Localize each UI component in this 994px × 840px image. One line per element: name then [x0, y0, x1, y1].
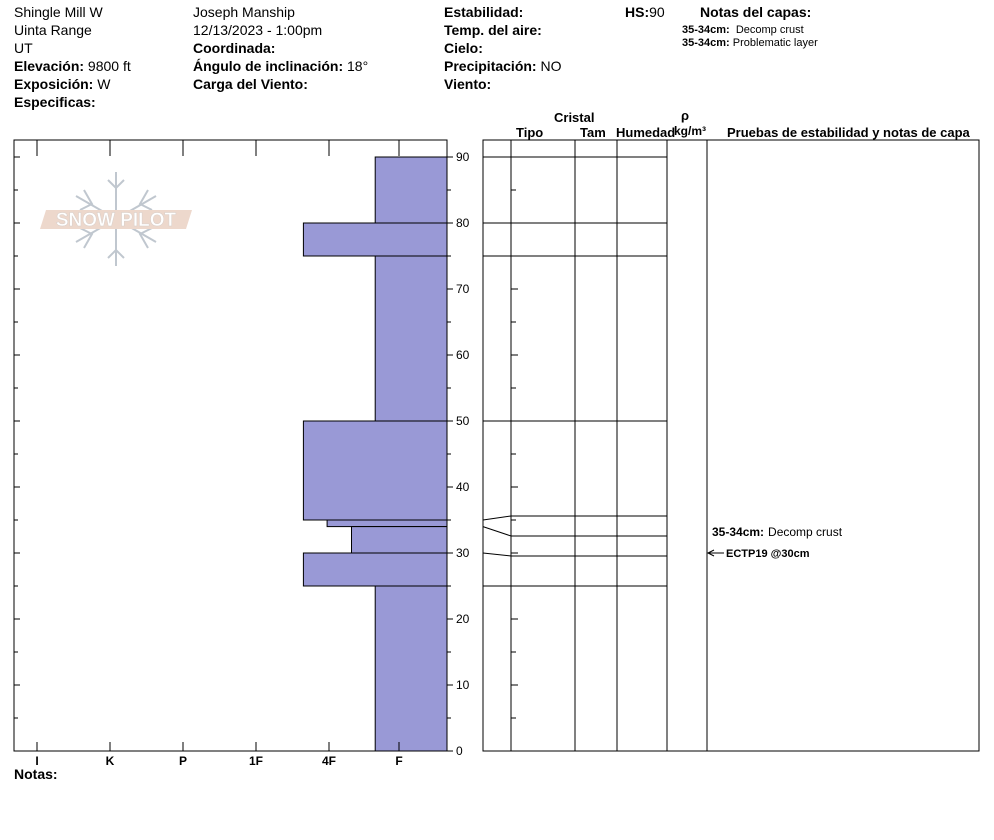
aspect-label: Exposición: — [14, 76, 94, 92]
wind-load-label: Carga del Viento: — [193, 76, 308, 92]
observation-datetime: 12/13/2023 - 1:00pm — [193, 22, 323, 38]
elevation-value: 9800 ft — [87, 58, 131, 74]
tests-column-label: Pruebas de estabilidad y notas de capa — [727, 125, 970, 140]
hs-value: 90 — [649, 4, 665, 20]
hardness-chart-ticks — [14, 140, 453, 752]
hardness-tick-label: P — [179, 754, 187, 768]
depth-tick-label: 10 — [456, 678, 470, 692]
specifics-label: Especificas: — [14, 94, 96, 110]
hardness-tick-labels: I K P 1F 4F F — [35, 754, 402, 768]
layer-note-1-text: Decomp crust — [735, 24, 804, 36]
slope-row: Ángulo de inclinación: 18° — [193, 57, 368, 75]
hardness-tick-label: F — [395, 754, 402, 768]
depth-tick-label: 40 — [456, 480, 470, 494]
precip-value: NO — [540, 58, 562, 74]
hardness-tick-label: K — [106, 754, 115, 768]
density-unit: kg/m³ — [674, 124, 707, 138]
test-result-arrow-icon — [706, 549, 715, 557]
depth-tick-label: 30 — [456, 546, 470, 560]
air-temp-label: Temp. del aire: — [444, 22, 542, 38]
test-result: ECTP19 @30cm — [726, 548, 810, 560]
hardness-bar — [374, 156, 448, 224]
slope-value: 18° — [347, 58, 369, 74]
hs-row: HS:90 — [625, 3, 665, 21]
hardness-bar — [302, 420, 448, 521]
layer-boundary-line — [482, 526, 667, 537]
depth-tick-label: 70 — [456, 282, 470, 296]
table-layer-note: 35-34cm: Decomp crust — [712, 525, 843, 539]
notes-label: Notas: — [14, 766, 58, 782]
crystal-label: Cristal — [554, 110, 595, 125]
hardness-bar — [302, 222, 448, 257]
table-depth-ticks — [511, 156, 518, 752]
range-name: Uinta Range — [14, 22, 92, 38]
layer-note-2-text: Problematic layer — [732, 37, 818, 49]
hardness-bar — [374, 255, 448, 422]
hardness-bar — [302, 552, 448, 587]
depth-tick-label: 90 — [456, 150, 470, 164]
observer-name: Joseph Manship — [193, 4, 295, 20]
layer-note-1: 35-34cm: Decomp crust — [682, 24, 804, 37]
hardness-chart-frame — [13, 139, 448, 752]
logo-banner — [40, 210, 192, 229]
hardness-tick-label: 4F — [322, 754, 336, 768]
layer-boundary-line — [482, 552, 667, 557]
aspect-value: W — [97, 76, 111, 92]
wind-label: Viento: — [444, 76, 492, 92]
moisture-column-label: Humedad — [616, 125, 676, 140]
layer-table-frame — [482, 139, 980, 752]
depth-tick-label: 80 — [456, 216, 470, 230]
precip-label: Precipitación: — [444, 58, 537, 74]
density-symbol: ρ — [681, 108, 690, 123]
depth-tick-label: 60 — [456, 348, 470, 362]
layer-note-1-depth: 35-34cm: — [682, 24, 730, 36]
sky-label: Cielo: — [444, 40, 483, 56]
hardness-bar — [351, 526, 448, 554]
hardness-tick-label: I — [35, 754, 38, 768]
depth-tick-label: 0 — [456, 744, 463, 758]
type-column-label: Tipo — [516, 125, 544, 140]
depth-tick-label: 20 — [456, 612, 470, 626]
depth-tick-label: 50 — [456, 414, 470, 428]
layer-boundary-lines — [482, 156, 667, 587]
layer-note-2: 35-34cm: Problematic layer — [682, 37, 818, 50]
layer-note-2-depth: 35-34cm: — [682, 37, 730, 49]
hardness-tick-label: 1F — [249, 754, 263, 768]
aspect-row: Exposición: W — [14, 75, 110, 93]
state-name: UT — [14, 40, 33, 56]
coord-label: Coordinada: — [193, 40, 276, 56]
hardness-bar — [374, 585, 448, 752]
stability-label: Estabilidad: — [444, 4, 524, 20]
slope-label: Ángulo de inclinación: — [193, 58, 344, 74]
logo-text: SNOW PILOT — [56, 210, 177, 231]
snowpilot-logo: SNOW PILOT — [40, 172, 192, 266]
depth-tick-labels: 0 10 20 30 40 50 60 70 80 90 — [456, 150, 470, 758]
layer-boundary-line — [482, 515, 667, 521]
layer-notes-title: Notas del capas: — [700, 4, 812, 20]
hardness-bar — [326, 519, 448, 528]
location-name: Shingle Mill W — [14, 4, 103, 20]
hs-label: HS: — [625, 4, 650, 20]
size-column-label: Tam — [580, 125, 606, 140]
elevation-row: Elevación: 9800 ft — [14, 57, 131, 75]
elevation-label: Elevación: — [14, 58, 85, 74]
precip-row: Precipitación: NO — [444, 57, 561, 75]
hardness-bars — [302, 156, 448, 752]
